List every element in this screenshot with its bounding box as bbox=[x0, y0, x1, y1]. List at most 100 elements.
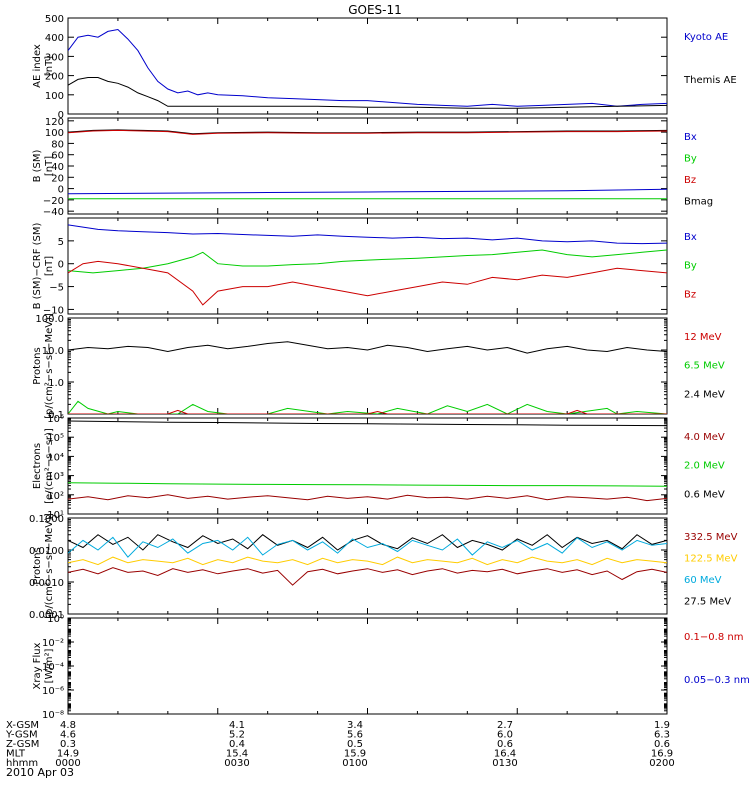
x-row-value: 0.5 bbox=[347, 739, 363, 750]
x-row-value: 0000 bbox=[55, 758, 80, 769]
x-row-value: 0100 bbox=[342, 758, 367, 769]
y-tick-label: 200 bbox=[45, 72, 64, 83]
panel-6: 0.0001 0.0010 0.0100 0.1000 Protons [p/(cm²−s… bbox=[29, 513, 738, 621]
y-axis-label: B (SM) bbox=[32, 149, 43, 182]
series-line-bx bbox=[68, 188, 667, 195]
y-axis-label: [p/(cm²−s−sr−MeV)] bbox=[44, 513, 55, 619]
series-line-332-5-mev bbox=[68, 567, 667, 586]
x-row-value: 0.6 bbox=[497, 739, 513, 750]
y-axis-label: Electrons bbox=[32, 443, 43, 489]
legend-entry: 6.5 MeV bbox=[684, 361, 725, 372]
y-tick-label: −5 bbox=[49, 283, 64, 294]
y-tick-label: 10³ bbox=[47, 472, 64, 483]
y-tick-label: 20 bbox=[51, 173, 64, 184]
legend-entry: 2.0 MeV bbox=[684, 461, 725, 472]
x-row-value: 6.0 bbox=[497, 730, 513, 741]
legend-entry: Bmag bbox=[684, 197, 713, 208]
series-line-2-4-mev bbox=[68, 341, 667, 354]
y-tick-label: 10⁻⁴ bbox=[42, 662, 64, 673]
x-row-value: 1.9 bbox=[654, 720, 670, 731]
y-tick-label: 500 bbox=[45, 14, 64, 25]
x-row-value: 4.8 bbox=[60, 720, 76, 731]
y-tick-label: 80 bbox=[51, 139, 64, 150]
y-axis-label: B (SM)−CRF (SM) bbox=[32, 222, 43, 309]
y-tick-label: 10⁰ bbox=[47, 614, 64, 625]
series-line-122-5-mev bbox=[68, 556, 667, 566]
x-row-value: 16.9 bbox=[651, 749, 673, 760]
y-axis-label: Xray Flux bbox=[32, 642, 43, 689]
series-line-by bbox=[68, 249, 667, 274]
series-line-60-mev bbox=[68, 536, 667, 558]
x-row-value: 3.4 bbox=[347, 720, 363, 731]
legend-entry: Themis AE bbox=[683, 75, 737, 86]
y-tick-label: 0.1000 bbox=[29, 514, 64, 525]
x-row-value: 16.4 bbox=[494, 749, 516, 760]
y-tick-label: 0 bbox=[58, 260, 64, 271]
y-tick-label: 120 bbox=[45, 117, 64, 128]
y-tick-label: 0 bbox=[58, 110, 64, 121]
x-row-value: 4.1 bbox=[229, 720, 245, 731]
plot-title: GOES-11 bbox=[348, 3, 402, 17]
y-tick-label: 0.0001 bbox=[29, 610, 64, 621]
y-axis-label: [nT] bbox=[44, 156, 55, 176]
y-tick-label: −10 bbox=[43, 305, 64, 316]
series-line-kyoto-ae bbox=[68, 28, 667, 107]
x-row-value: 5.6 bbox=[347, 730, 363, 741]
x-row-value: 5.2 bbox=[229, 730, 245, 741]
y-tick-label: 10¹ bbox=[47, 510, 64, 521]
series-line-0-6-mev bbox=[68, 420, 667, 427]
y-axis-label: [nT] bbox=[44, 256, 55, 276]
y-tick-label: 60 bbox=[51, 151, 64, 162]
x-row-value: 15.4 bbox=[226, 749, 248, 760]
x-row-value: 0.3 bbox=[60, 739, 76, 750]
legend-entry: Bz bbox=[684, 289, 696, 300]
y-tick-label: 100 bbox=[45, 128, 64, 139]
x-row-value: 6.3 bbox=[654, 730, 670, 741]
y-axis-label: [e/(cm²−s−sr)] bbox=[44, 428, 55, 504]
series-line-4-0-mev bbox=[68, 494, 667, 502]
series-line-bmag bbox=[68, 129, 667, 135]
x-row-label: Y-GSM bbox=[5, 730, 38, 741]
y-tick-label: 100.0 bbox=[35, 314, 64, 325]
y-tick-label: 10⁴ bbox=[47, 452, 64, 463]
x-row-value: 0130 bbox=[492, 758, 517, 769]
x-row-value: 0.6 bbox=[654, 739, 670, 750]
y-tick-label: 10⁻⁸ bbox=[42, 710, 64, 721]
x-row-value: 14.9 bbox=[57, 749, 79, 760]
legend-entry: 122.5 MeV bbox=[684, 554, 738, 565]
x-row-label: Z-GSM bbox=[6, 739, 39, 750]
panel-4: 0.1 1.0 10.0 100.0 Protons [p/(cm²−s−sr−MeV)]… bbox=[32, 313, 725, 421]
legend-entry: Kyoto AE bbox=[684, 32, 728, 43]
x-row-value: 0.4 bbox=[229, 739, 245, 750]
date-label: 2010 Apr 03 bbox=[6, 766, 74, 779]
series-line-themis-ae bbox=[68, 77, 667, 109]
y-tick-label: 10⁻² bbox=[42, 638, 64, 649]
series-line-27-5-mev bbox=[68, 534, 667, 551]
panel-frame bbox=[67, 517, 668, 615]
y-tick-label: 10⁶ bbox=[47, 414, 64, 425]
legend-entry: 0.1−0.8 nm bbox=[684, 632, 743, 643]
legend-entry: 4.0 MeV bbox=[684, 432, 725, 443]
series-line-bx bbox=[68, 224, 667, 245]
series-line-12-mev bbox=[68, 409, 667, 414]
y-tick-label: 400 bbox=[45, 33, 64, 44]
series-line-bz bbox=[68, 260, 667, 306]
y-axis-label: AE index bbox=[32, 44, 43, 88]
x-row-value: 15.9 bbox=[344, 749, 366, 760]
panel-3: −10 −5 0 5 B (SM)−CRF (SM) [nT] Bx By Bz bbox=[32, 217, 697, 316]
legend-entry: Bz bbox=[684, 175, 696, 186]
y-tick-label: 0.0010 bbox=[29, 578, 64, 589]
y-tick-label: 0 bbox=[58, 185, 64, 196]
legend-entry: 27.5 MeV bbox=[684, 597, 731, 608]
legend-entry: 60 MeV bbox=[684, 575, 722, 586]
y-tick-label: 10⁻⁶ bbox=[42, 686, 64, 697]
y-tick-label: −40 bbox=[43, 207, 64, 218]
x-row-value: 0200 bbox=[649, 758, 674, 769]
x-row-label: MLT bbox=[6, 749, 26, 760]
y-tick-label: 5 bbox=[58, 237, 64, 248]
panel-1: 0 100 200 300 400 500 AE index [nT] Kyoto AE Them… bbox=[32, 14, 737, 121]
x-row-label: X-GSM bbox=[6, 720, 39, 731]
x-row-value: 0030 bbox=[224, 758, 249, 769]
